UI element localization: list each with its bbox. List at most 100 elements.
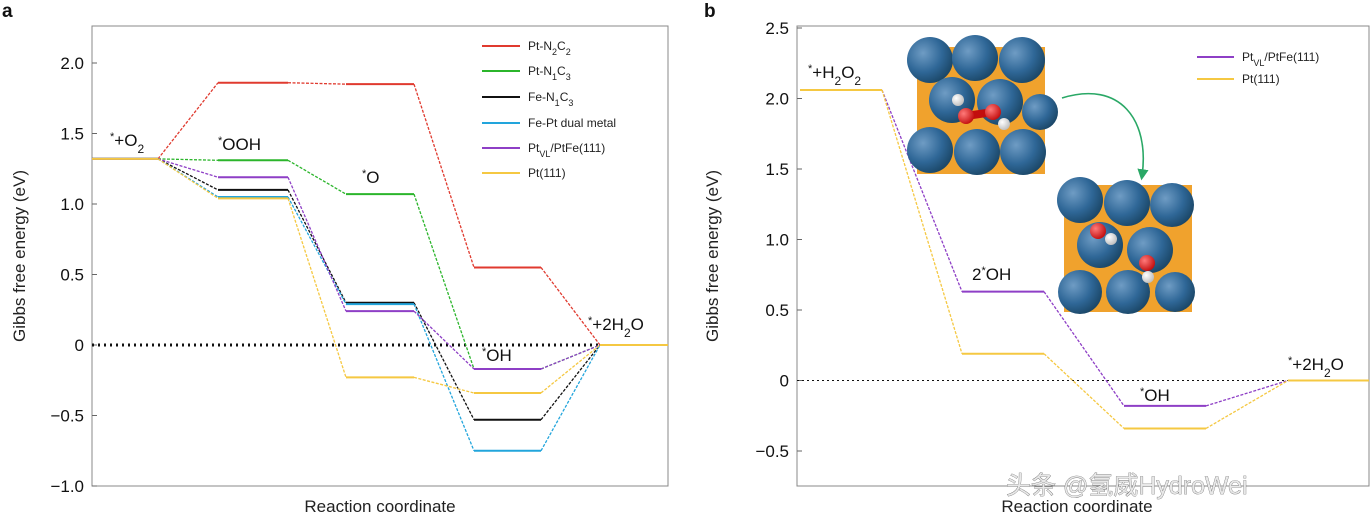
transition-pt-n2c2-4 [540, 267, 601, 346]
pt-atom [1127, 227, 1173, 273]
panel-a-x-axis-title: Reaction coordinate [304, 497, 455, 516]
pt-atom [999, 37, 1045, 83]
series-ptvl-ptfe-111 [92, 157, 668, 370]
transition-pt-111-1 [157, 158, 219, 199]
transition-pt-111-1 [881, 89, 963, 354]
watermark-text: 头条 @氢威HydroWei [1006, 472, 1248, 500]
panel-a-annotation-ooh: *OOH [218, 135, 261, 154]
transition-ptvl-ptfe-111-2 [1043, 291, 1125, 407]
panel-b-y-ticks: 2.5 2.0 1.5 1.0 0.5 0 −0.5 [755, 19, 802, 461]
transition-ptvl-ptfe-111-4 [540, 344, 601, 370]
transition-pt-111-2 [287, 198, 347, 378]
transition-pt-n2c2-2 [287, 82, 347, 85]
legend-label-fe-n1c3: Fe-N1C3 [528, 90, 573, 108]
legend-label-ptvl-ptfe111: PtVL/PtFe(111) [528, 141, 605, 159]
panel-b-annotation-h2o2: *+H2O2 [808, 63, 861, 88]
pt-atom [954, 129, 1000, 175]
transition-pt-111-3 [1205, 379, 1289, 430]
legend-label-pt111: Pt(111) [528, 166, 566, 180]
series-fe-n1c3 [92, 157, 668, 421]
panel-b-label: b [704, 1, 716, 22]
pt-atom [1104, 180, 1150, 226]
series-pt-111 [800, 89, 1369, 430]
transition-ptvl-ptfe-111-3 [413, 310, 475, 370]
panel-b-annotation-oh: *OH [1140, 386, 1170, 405]
panel-a-annotation-o: *O [362, 168, 380, 187]
transition-pt-n1c3-3 [413, 193, 475, 370]
pt-atom [1155, 272, 1195, 312]
pt-atom [1150, 183, 1194, 227]
legend-label-pt111-b: Pt(111) [1242, 72, 1280, 86]
pt-atom [977, 79, 1023, 125]
pt-atom [952, 35, 998, 81]
oxygen-atom [985, 104, 1001, 120]
inset-2oh-structure [1057, 177, 1195, 314]
y-tick-label: 1.0 [60, 195, 84, 214]
transition-pt-n1c3-2 [287, 159, 347, 195]
y-tick-label: 1.5 [60, 125, 84, 144]
panel-b-x-axis-title: Reaction coordinate [1001, 497, 1152, 516]
series-pt-n1c3 [92, 157, 668, 370]
y-tick-label: 1.0 [765, 231, 789, 250]
legend-label-ptvl-ptfe111-b: PtVL/PtFe(111) [1242, 50, 1319, 68]
transition-pt-111-4 [540, 344, 601, 394]
legend-label-pt-n2c2: Pt-N2C2 [528, 39, 571, 57]
transition-fe-n1c3-4 [540, 344, 601, 421]
transition-fe-n1c3-2 [287, 189, 347, 303]
panel-b-annotation-2h2o: *+2H2O [1288, 355, 1344, 380]
transition-pt-n2c2-3 [413, 83, 475, 268]
transition-pt-111-2 [1043, 353, 1125, 429]
transition-ptvl-ptfe-111-3 [1205, 379, 1289, 407]
panel-a-frame [91, 25, 669, 487]
transition-fe-pt-dual-metal-2 [287, 196, 347, 305]
panel-a-annotation-2h2o: *+2H2O [588, 315, 644, 340]
panel-a-y-ticks: 2.0 1.5 1.0 0.5 0 −0.5 −1.0 [50, 54, 97, 496]
panel-b-frame [796, 25, 1370, 487]
y-tick-label: 0 [75, 336, 84, 355]
transition-ptvl-ptfe-111-1 [881, 89, 963, 292]
panel-a: a Gibbs free energy (eV) Reaction coordi… [2, 1, 669, 516]
y-tick-label: 2.5 [765, 19, 789, 38]
pt-atom [907, 37, 953, 83]
y-tick-label: 0.5 [60, 266, 84, 285]
hydrogen-atom [952, 94, 964, 106]
hydrogen-atom [1105, 233, 1117, 245]
y-tick-label: 0 [780, 372, 789, 391]
legend-label-fe-pt-dual-metal: Fe-Pt dual metal [528, 116, 616, 130]
panel-a-y-axis-title: Gibbs free energy (eV) [10, 170, 29, 342]
panel-b-y-axis-title: Gibbs free energy (eV) [703, 170, 722, 342]
y-tick-label: −0.5 [50, 407, 84, 426]
hydrogen-atom [1142, 271, 1154, 283]
pt-atom [1000, 129, 1046, 175]
panel-a-annotation-o2: *+O2 [110, 131, 144, 156]
panel-b-annotation-2oh: 2*OH [972, 265, 1011, 284]
series-pt-n2c2 [92, 81, 668, 346]
pt-atom [1058, 270, 1102, 314]
y-tick-label: 2.0 [60, 54, 84, 73]
legend-label-pt-n1c3: Pt-N1C3 [528, 64, 571, 82]
transition-fe-pt-dual-metal-4 [540, 344, 601, 452]
panel-b: b Gibbs free energy (eV) Reaction coordi… [703, 1, 1370, 516]
panel-a-legend: Pt-N2C2 Pt-N1C3 Fe-N1C3 Fe-Pt dual metal… [482, 39, 616, 180]
panel-b-legend: PtVL/PtFe(111) Pt(111) [1197, 50, 1319, 86]
panel-a-annotation-oh: *OH [482, 346, 512, 365]
y-tick-label: −1.0 [50, 477, 84, 496]
inset-h2o2-structure [907, 35, 1058, 175]
pt-atom [1022, 94, 1058, 130]
series-pt-111 [92, 157, 668, 394]
y-tick-label: 1.5 [765, 160, 789, 179]
oxygen-atom [1090, 223, 1106, 239]
transition-ptvl-ptfe-111-1 [157, 158, 219, 178]
transition-pt-n1c3-1 [157, 158, 219, 161]
series-fe-pt-dual-metal [92, 157, 668, 452]
oxygen-atom [1139, 255, 1155, 271]
oxygen-atom [958, 108, 974, 124]
panel-a-series [92, 81, 668, 452]
pt-atom [907, 127, 953, 173]
transition-fe-n1c3-3 [413, 302, 475, 421]
panel-b-series [797, 89, 1369, 430]
hydrogen-atom [998, 118, 1010, 130]
y-tick-label: 0.5 [765, 301, 789, 320]
pt-atom [1106, 270, 1150, 314]
